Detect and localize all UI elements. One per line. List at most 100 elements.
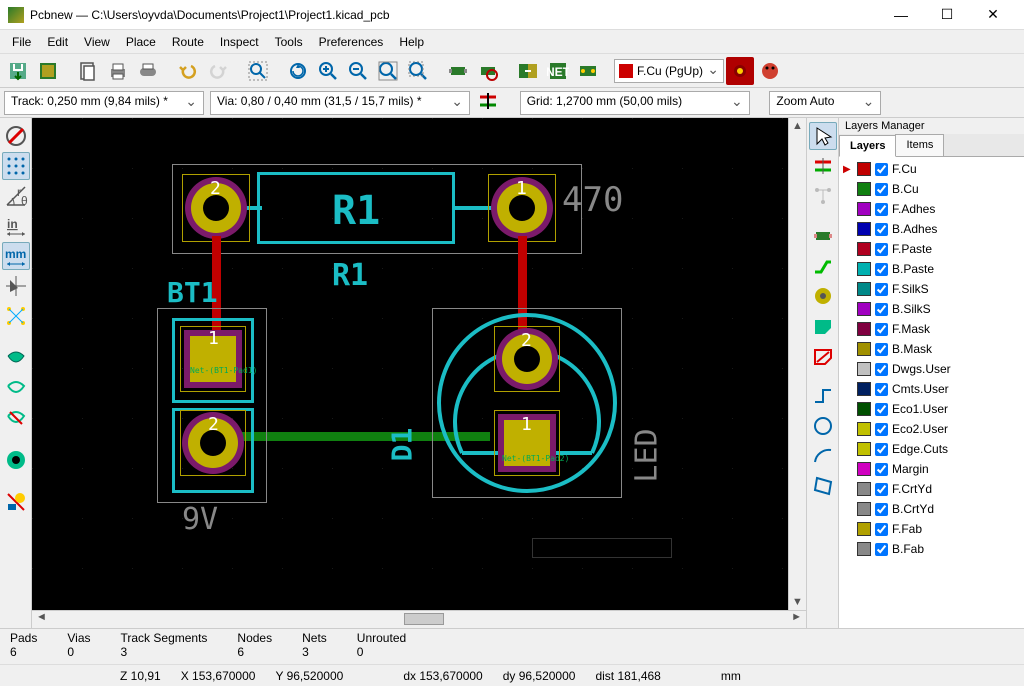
layer-row-dwgs-user[interactable]: Dwgs.User xyxy=(839,359,1024,379)
layer-visibility-checkbox[interactable] xyxy=(875,523,888,536)
drc-icon[interactable] xyxy=(574,57,602,85)
via-size-dropdown[interactable]: Via: 0,80 / 0,40 mm (31,5 / 15,7 mils) * xyxy=(210,91,470,115)
save-icon[interactable] xyxy=(4,57,32,85)
layer-visibility-checkbox[interactable] xyxy=(875,203,888,216)
track-width-dropdown[interactable]: Track: 0,250 mm (9,84 mils) * xyxy=(4,91,204,115)
undo-icon[interactable] xyxy=(174,57,202,85)
layer-row-b-adhes[interactable]: B.Adhes xyxy=(839,219,1024,239)
show-zone-hatched-icon[interactable] xyxy=(2,404,30,432)
layer-row-edge-cuts[interactable]: Edge.Cuts xyxy=(839,439,1024,459)
pad-number-icon[interactable] xyxy=(2,446,30,474)
layer-row-cmts-user[interactable]: Cmts.User xyxy=(839,379,1024,399)
add-keepout-icon[interactable] xyxy=(809,342,837,370)
zoom-fit-icon[interactable] xyxy=(374,57,402,85)
footprint-editor-icon[interactable] xyxy=(444,57,472,85)
select-tool-icon[interactable] xyxy=(809,122,837,150)
layer-row-f-paste[interactable]: F.Paste xyxy=(839,239,1024,259)
layer-visibility-checkbox[interactable] xyxy=(875,163,888,176)
layer-selector[interactable]: F.Cu (PgUp) xyxy=(614,59,724,83)
auto-track-icon[interactable] xyxy=(476,89,500,116)
layer-row-b-cu[interactable]: B.Cu xyxy=(839,179,1024,199)
add-polygon-icon[interactable] xyxy=(809,472,837,500)
menu-file[interactable]: File xyxy=(4,32,39,52)
close-button[interactable]: ✕ xyxy=(970,0,1016,30)
find-icon[interactable] xyxy=(244,57,272,85)
polar-coords-icon[interactable]: rθ xyxy=(2,182,30,210)
add-zone-icon[interactable] xyxy=(809,312,837,340)
tab-items[interactable]: Items xyxy=(895,134,944,156)
cursor-shape-icon[interactable] xyxy=(2,272,30,300)
layer-visibility-checkbox[interactable] xyxy=(875,383,888,396)
layer-row-f-mask[interactable]: F.Mask xyxy=(839,319,1024,339)
layer-row-margin[interactable]: Margin xyxy=(839,459,1024,479)
layer-row-f-crtyd[interactable]: F.CrtYd xyxy=(839,479,1024,499)
layer-row-f-cu[interactable]: ▶F.Cu xyxy=(839,159,1024,179)
hide-ratsnest-icon[interactable] xyxy=(2,122,30,150)
zoom-redraw-icon[interactable] xyxy=(284,57,312,85)
menu-tools[interactable]: Tools xyxy=(267,32,311,52)
layer-row-eco1-user[interactable]: Eco1.User xyxy=(839,399,1024,419)
plot-icon[interactable] xyxy=(134,57,162,85)
layer-row-b-mask[interactable]: B.Mask xyxy=(839,339,1024,359)
layer-visibility-checkbox[interactable] xyxy=(875,463,888,476)
layer-visibility-checkbox[interactable] xyxy=(875,343,888,356)
layer-row-f-fab[interactable]: F.Fab xyxy=(839,519,1024,539)
layer-row-b-silks[interactable]: B.SilkS xyxy=(839,299,1024,319)
menu-view[interactable]: View xyxy=(76,32,118,52)
show-zone-outline-icon[interactable] xyxy=(2,374,30,402)
add-line-icon[interactable] xyxy=(809,382,837,410)
layer-visibility-checkbox[interactable] xyxy=(875,423,888,436)
show-zones-icon[interactable] xyxy=(2,344,30,372)
show-grid-icon[interactable] xyxy=(2,152,30,180)
layer-visibility-checkbox[interactable] xyxy=(875,263,888,276)
menu-route[interactable]: Route xyxy=(164,32,212,52)
add-circle-icon[interactable] xyxy=(809,412,837,440)
add-via-icon[interactable] xyxy=(809,282,837,310)
minimize-button[interactable]: — xyxy=(878,0,924,30)
zoom-in-icon[interactable] xyxy=(314,57,342,85)
layer-visibility-checkbox[interactable] xyxy=(875,503,888,516)
menu-inspect[interactable]: Inspect xyxy=(212,32,267,52)
layer-row-f-silks[interactable]: F.SilkS xyxy=(839,279,1024,299)
local-ratsnest-icon[interactable] xyxy=(809,182,837,210)
layer-visibility-checkbox[interactable] xyxy=(875,283,888,296)
maximize-button[interactable]: ☐ xyxy=(924,0,970,30)
add-footprint-icon[interactable] xyxy=(809,222,837,250)
layer-visibility-checkbox[interactable] xyxy=(875,483,888,496)
route-track-icon[interactable] xyxy=(809,252,837,280)
grid-dropdown[interactable]: Grid: 1,2700 mm (50,00 mils) xyxy=(520,91,750,115)
board-setup-icon[interactable] xyxy=(34,57,62,85)
layer-visibility-checkbox[interactable] xyxy=(875,363,888,376)
units-mm-icon[interactable]: mm xyxy=(2,242,30,270)
netlist-icon[interactable]: NET xyxy=(544,57,572,85)
zoom-out-icon[interactable] xyxy=(344,57,372,85)
layer-visibility-checkbox[interactable] xyxy=(875,543,888,556)
layer-pair-icon[interactable] xyxy=(726,57,754,85)
layer-row-eco2-user[interactable]: Eco2.User xyxy=(839,419,1024,439)
update-pcb-icon[interactable] xyxy=(514,57,542,85)
units-in-icon[interactable]: in xyxy=(2,212,30,240)
high-contrast-icon[interactable] xyxy=(2,488,30,516)
layer-row-b-fab[interactable]: B.Fab xyxy=(839,539,1024,559)
footprint-viewer-icon[interactable] xyxy=(474,57,502,85)
layer-row-b-paste[interactable]: B.Paste xyxy=(839,259,1024,279)
redo-icon[interactable] xyxy=(204,57,232,85)
layer-visibility-checkbox[interactable] xyxy=(875,323,888,336)
tab-layers[interactable]: Layers xyxy=(839,135,896,157)
menu-place[interactable]: Place xyxy=(118,32,164,52)
horizontal-scrollbar[interactable] xyxy=(32,610,806,628)
add-arc-icon[interactable] xyxy=(809,442,837,470)
layer-row-f-adhes[interactable]: F.Adhes xyxy=(839,199,1024,219)
layer-visibility-checkbox[interactable] xyxy=(875,443,888,456)
menu-help[interactable]: Help xyxy=(391,32,432,52)
menu-edit[interactable]: Edit xyxy=(39,32,76,52)
script-icon[interactable] xyxy=(756,57,784,85)
layer-visibility-checkbox[interactable] xyxy=(875,183,888,196)
zoom-selection-icon[interactable] xyxy=(404,57,432,85)
print-icon[interactable] xyxy=(104,57,132,85)
layer-row-b-crtyd[interactable]: B.CrtYd xyxy=(839,499,1024,519)
layer-visibility-checkbox[interactable] xyxy=(875,223,888,236)
zoom-dropdown[interactable]: Zoom Auto xyxy=(769,91,881,115)
vertical-scrollbar[interactable] xyxy=(788,118,806,610)
highlight-net-icon[interactable] xyxy=(809,152,837,180)
